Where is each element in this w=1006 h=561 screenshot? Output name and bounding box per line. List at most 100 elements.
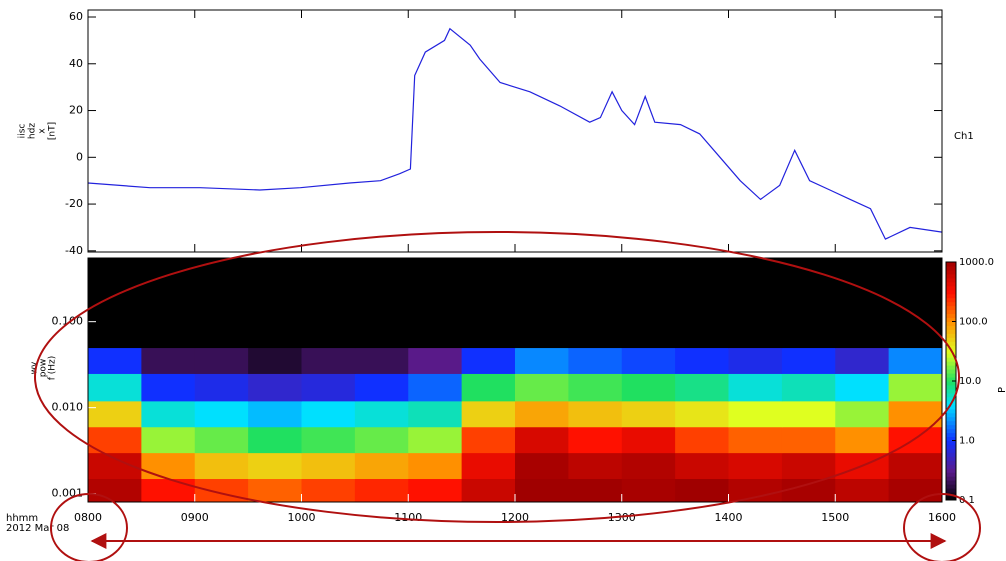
- heat-cell: [355, 258, 409, 348]
- y-tick-label: -40: [65, 244, 83, 257]
- heat-cell: [568, 348, 622, 374]
- heat-cell: [889, 373, 943, 401]
- colorbar-segment: [946, 484, 956, 488]
- colorbar-segment: [946, 444, 956, 448]
- heat-cell: [568, 479, 622, 503]
- colorbar-segment: [946, 480, 956, 484]
- heat-cell: [515, 258, 569, 348]
- heat-cell: [302, 401, 356, 427]
- x-tick-label: 0800: [74, 511, 102, 524]
- colorbar-segment: [946, 464, 956, 468]
- heat-cell: [141, 453, 195, 479]
- colorbar-segment: [946, 488, 956, 492]
- plot-frame: [88, 10, 942, 252]
- colorbar-segment: [946, 389, 956, 393]
- y-tick-label: 40: [69, 57, 83, 70]
- heat-cell: [835, 401, 889, 427]
- colorbar-segment: [946, 413, 956, 417]
- heat-cell: [141, 373, 195, 401]
- heat-cell: [782, 479, 836, 503]
- heat-cell: [889, 479, 943, 503]
- heat-cell: [355, 348, 409, 374]
- heat-cell: [195, 258, 249, 348]
- colorbar-segment: [946, 306, 956, 310]
- y-tick-label: 60: [69, 10, 83, 23]
- heat-cell: [568, 427, 622, 453]
- colorbar-label: P: [997, 387, 1006, 393]
- x-tick-label: 1100: [394, 511, 422, 524]
- colorbar-tick-label: 1000.0: [959, 257, 994, 268]
- heat-cell: [462, 479, 516, 503]
- heat-cell: [248, 427, 302, 453]
- heat-cell: [568, 453, 622, 479]
- colorbar-tick-label: 1.0: [959, 436, 975, 447]
- heat-cell: [248, 479, 302, 503]
- heat-cell: [675, 373, 729, 401]
- heat-cell: [462, 348, 516, 374]
- heat-cell: [729, 401, 783, 427]
- colorbar-segment: [946, 298, 956, 302]
- heat-cell: [302, 348, 356, 374]
- heat-cell: [889, 453, 943, 479]
- colorbar-segment: [946, 278, 956, 282]
- heat-cell: [515, 401, 569, 427]
- heat-cell: [302, 479, 356, 503]
- heat-cell: [782, 348, 836, 374]
- colorbar-segment: [946, 365, 956, 369]
- heat-cell: [729, 453, 783, 479]
- heat-cell: [622, 427, 676, 453]
- x-tick-label: 0900: [181, 511, 209, 524]
- heat-cell: [568, 258, 622, 348]
- heat-cell: [408, 453, 462, 479]
- heat-cell: [729, 479, 783, 503]
- heat-cell: [195, 373, 249, 401]
- colorbar-segment: [946, 425, 956, 429]
- y-axis-label: x: [38, 128, 48, 134]
- heat-cell: [622, 401, 676, 427]
- heat-cell: [515, 373, 569, 401]
- colorbar-segment: [946, 274, 956, 278]
- heat-cell: [408, 258, 462, 348]
- heat-cell: [88, 348, 142, 374]
- page: -40-200204060Ch1iischdzx[nT]0.0010.0100.…: [0, 0, 1006, 561]
- x-axis-label: 2012 Mar 08: [6, 523, 69, 534]
- colorbar-segment: [946, 329, 956, 333]
- colorbar-segment: [946, 322, 956, 326]
- colorbar-segment: [946, 333, 956, 337]
- x-tick-label: 1500: [821, 511, 849, 524]
- colorbar-segment: [946, 325, 956, 329]
- heat-cell: [675, 258, 729, 348]
- heat-cell: [782, 258, 836, 348]
- colorbar-segment: [946, 302, 956, 306]
- heat-cell: [889, 348, 943, 374]
- heat-cell: [302, 427, 356, 453]
- x-tick-label: 1400: [715, 511, 743, 524]
- colorbar-segment: [946, 337, 956, 341]
- heat-cell: [729, 258, 783, 348]
- heat-cell: [622, 348, 676, 374]
- heat-cell: [675, 479, 729, 503]
- heat-cell: [88, 373, 142, 401]
- heat-cell: [622, 373, 676, 401]
- heat-cell: [302, 373, 356, 401]
- legend-label: Ch1: [954, 131, 974, 142]
- colorbar-segment: [946, 361, 956, 365]
- heat-cell: [889, 258, 943, 348]
- colorbar-segment: [946, 429, 956, 433]
- colorbar-segment: [946, 460, 956, 464]
- heat-cell: [355, 479, 409, 503]
- colorbar-segment: [946, 468, 956, 472]
- colorbar-segment: [946, 262, 956, 266]
- heat-cell: [302, 258, 356, 348]
- heat-cell: [729, 373, 783, 401]
- y-tick-label: 20: [69, 104, 83, 117]
- heat-cell: [622, 479, 676, 503]
- heat-cell: [141, 401, 195, 427]
- colorbar-segment: [946, 286, 956, 290]
- y-tick-label: 0: [76, 150, 83, 163]
- heat-cell: [248, 258, 302, 348]
- heat-cell: [248, 348, 302, 374]
- y-tick-label: 0.001: [52, 487, 84, 500]
- heat-cell: [835, 373, 889, 401]
